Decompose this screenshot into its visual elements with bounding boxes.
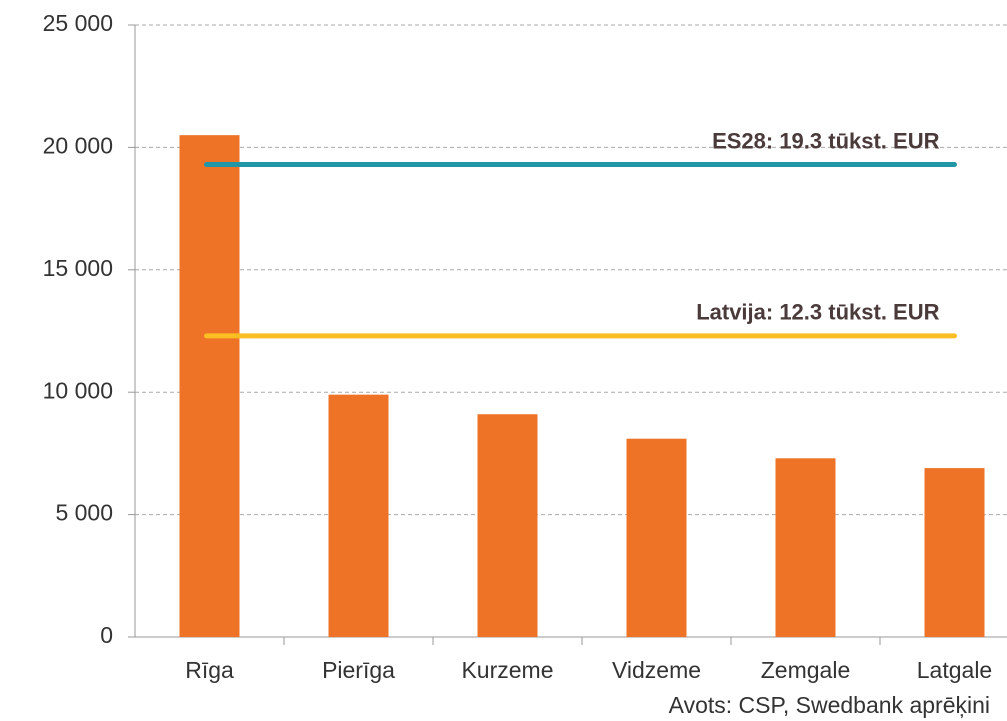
reference-label: Latvija: 12.3 tūkst. EUR bbox=[696, 300, 939, 325]
bar bbox=[328, 394, 389, 637]
bar bbox=[626, 438, 687, 637]
reference-label: ES28: 19.3 tūkst. EUR bbox=[712, 128, 940, 153]
bar bbox=[477, 414, 538, 637]
source-note: Avots: CSP, Swedbank aprēķini bbox=[669, 692, 990, 718]
x-tick-label: Kurzeme bbox=[461, 657, 553, 683]
bar bbox=[179, 135, 240, 637]
x-tick-label: Latgale bbox=[917, 657, 992, 683]
bar bbox=[924, 468, 985, 637]
y-tick-label: 25 000 bbox=[43, 10, 113, 36]
y-tick-label: 15 000 bbox=[43, 255, 113, 281]
x-tick-label: Rīga bbox=[185, 657, 234, 683]
y-tick-label: 0 bbox=[100, 622, 113, 648]
y-tick-label: 10 000 bbox=[43, 377, 113, 403]
y-tick-label: 5 000 bbox=[55, 500, 113, 526]
x-tick-label: Vidzeme bbox=[612, 657, 701, 683]
x-tick-label: Pierīga bbox=[322, 657, 395, 683]
y-tick-label: 20 000 bbox=[43, 132, 113, 158]
x-tick-label: Zemgale bbox=[761, 657, 850, 683]
bar bbox=[775, 458, 836, 637]
